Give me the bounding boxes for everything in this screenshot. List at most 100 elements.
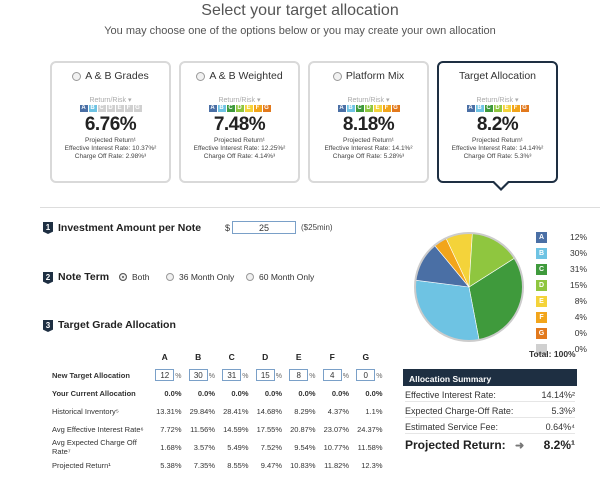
step-badge-3: 3: [43, 320, 53, 332]
pie-outline: [414, 232, 524, 342]
grade-chip: D: [106, 105, 115, 112]
table-cell: 5.38%: [160, 460, 182, 470]
card-label: A & B Weighted: [209, 70, 283, 82]
table-cell: 0.0%: [197, 388, 215, 398]
table-cell: 5.49%: [227, 442, 249, 452]
projected-return-value: 8.2%¹: [543, 438, 575, 452]
table-row: Avg Expected Charge Off Rate⁷ 1.68% 3.57% 5…: [52, 438, 383, 456]
table-cell: 29.84%: [189, 406, 215, 416]
row-label: Historical Inventory⁵: [52, 406, 119, 416]
grade-allocation-title: Target Grade Allocation: [58, 319, 176, 331]
legend-swatch: B: [536, 247, 547, 259]
target-allocation-input[interactable]: 8: [289, 369, 309, 381]
table-cell: 9.54%: [294, 442, 316, 452]
allocation-pie-chart: [414, 232, 524, 342]
table-cell: 23.07%: [323, 424, 349, 434]
card-label: Target Allocation: [458, 70, 537, 82]
radio-icon[interactable]: [72, 71, 82, 81]
legend-item: G 0%: [536, 325, 587, 341]
projected-return-label: Projected Return:: [405, 438, 506, 452]
term-option-label: Both: [132, 272, 150, 282]
card-projected-label: Projected Return¹: [343, 137, 394, 144]
step-badge-2: 2: [43, 272, 53, 284]
return-risk-label: Return/Risk: [476, 97, 514, 104]
percent-unit: %: [342, 373, 349, 380]
note-term-title: Note Term: [58, 271, 110, 283]
arrow-right-icon: ➜: [515, 440, 525, 452]
allocation-option-card[interactable]: A & B Weighted Return/Risk ▾ A B C D E F G 7.48% P…: [179, 61, 300, 183]
grade-chip: A: [208, 105, 217, 112]
legend-swatch: C: [536, 263, 547, 275]
radio-icon[interactable]: [196, 71, 206, 81]
radio-icon[interactable]: [332, 71, 342, 81]
allocation-option-card[interactable]: Platform Mix Return/Risk ▾ A B C D E F G 8.18% Pro…: [308, 61, 429, 183]
grade-chip: F: [382, 105, 391, 112]
pie-slice-b: [414, 279, 480, 342]
currency-symbol: $: [225, 223, 231, 233]
card-charge-off: Charge Off Rate: 2.98%³: [74, 153, 147, 160]
card-effective-rate: Effective Interest Rate: 14.14%²: [451, 145, 544, 152]
term-option-label: 60 Month Only: [259, 272, 315, 282]
summary-row: Effective Interest Rate: 14.14%²: [405, 386, 575, 402]
legend-total: Total: 100%: [529, 349, 576, 359]
grade-chip: C: [484, 105, 493, 112]
summary-label: Expected Charge-Off Rate:: [405, 406, 514, 416]
target-allocation-input[interactable]: 15: [255, 369, 275, 381]
card-projected-label: Projected Return¹: [214, 137, 265, 144]
investment-amount-input[interactable]: [232, 221, 296, 234]
return-risk-label: Return/Risk: [218, 97, 256, 104]
grade-chip: E: [502, 105, 511, 112]
grade-chip: A: [337, 105, 346, 112]
legend-swatch: [536, 343, 547, 355]
column-header: D: [262, 352, 269, 362]
target-allocation-input[interactable]: 4: [322, 369, 342, 381]
table-cell: 20.87%: [290, 424, 316, 434]
allocation-table: A B C D E F G New Target Allocation 12% 30…: [52, 348, 383, 474]
term-option-label: 36 Month Only: [179, 272, 235, 282]
card-percentage: 7.48%: [213, 114, 266, 135]
radio-icon[interactable]: [166, 273, 174, 281]
legend-swatch: A: [536, 231, 547, 243]
step-badge-1: 1: [43, 222, 53, 234]
table-cell: 0.0%: [264, 388, 282, 398]
table-cell: 0.0%: [298, 388, 316, 398]
target-allocation-input[interactable]: 31: [222, 369, 242, 381]
card-percentage: 8.2%: [476, 114, 519, 135]
grade-chip: G: [133, 105, 142, 112]
summary-label: Estimated Service Fee:: [405, 422, 499, 432]
row-label: Avg Expected Charge Off Rate⁷: [52, 438, 137, 456]
table-cell: 17.55%: [256, 424, 282, 434]
legend-value: 30%: [569, 248, 587, 258]
row-label: Projected Return¹: [52, 460, 111, 470]
table-cell: 7.35%: [193, 460, 215, 470]
grade-chip: D: [364, 105, 373, 112]
legend-value: 0%: [574, 328, 587, 338]
new-target-row: New Target Allocation 12% 30% 31% 15% 8% 4% 0%: [52, 366, 383, 384]
target-allocation-input[interactable]: 30: [188, 369, 208, 381]
table-cell: 13.31%: [156, 406, 182, 416]
table-cell: 0.0%: [164, 388, 182, 398]
radio-icon[interactable]: [119, 273, 127, 281]
grade-chip: B: [217, 105, 226, 112]
card-charge-off: Charge Off Rate: 5.28%³: [332, 153, 405, 160]
column-header: G: [362, 352, 370, 362]
summary-title: Allocation Summary: [403, 369, 577, 386]
allocation-option-card[interactable]: Target Allocation Return/Risk ▾ A B C D E F G 8.2…: [437, 61, 558, 183]
section-divider: [40, 207, 600, 208]
grade-chip: B: [346, 105, 355, 112]
allocation-option-card[interactable]: A & B Grades Return/Risk ▾ A B C D E F G 6.76% Pro…: [50, 61, 171, 183]
grade-chip: C: [226, 105, 235, 112]
card-label: Platform Mix: [345, 70, 405, 82]
grade-chip: A: [466, 105, 475, 112]
target-allocation-input[interactable]: 12: [155, 369, 175, 381]
term-option-both[interactable]: Both: [119, 272, 150, 282]
sort-icon: ▾: [257, 97, 261, 104]
term-option-36[interactable]: 36 Month Only: [166, 272, 234, 282]
legend-item: 0%: [536, 341, 587, 357]
term-option-60[interactable]: 60 Month Only: [246, 272, 314, 282]
target-allocation-input[interactable]: 0: [356, 369, 376, 381]
card-label: A & B Grades: [85, 70, 149, 82]
radio-icon[interactable]: [246, 273, 254, 281]
table-cell: 7.72%: [160, 424, 182, 434]
